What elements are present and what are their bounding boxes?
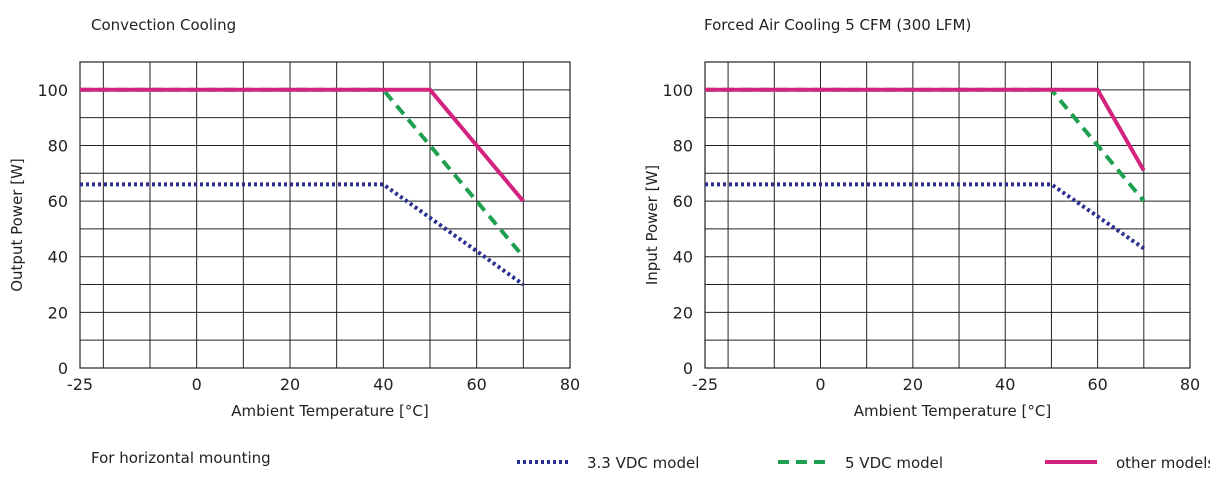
legend-label: other models bbox=[1116, 454, 1210, 472]
y-tick-label: 40 bbox=[673, 248, 693, 267]
chart-title: Forced Air Cooling 5 CFM (300 LFM) bbox=[704, 16, 971, 34]
y-tick-label: 80 bbox=[48, 136, 68, 155]
x-axis-label: Ambient Temperature [°C] bbox=[854, 402, 1051, 420]
y-tick-label: 20 bbox=[48, 303, 68, 322]
grid bbox=[705, 62, 1190, 368]
y-tick-label: 100 bbox=[37, 81, 68, 100]
x-tick-label: 40 bbox=[995, 375, 1015, 394]
y-tick-label: 80 bbox=[673, 136, 693, 155]
y-tick-label: 20 bbox=[673, 303, 693, 322]
y-tick-label: 100 bbox=[662, 81, 693, 100]
x-tick-label: 40 bbox=[373, 375, 393, 394]
series-line-other-models bbox=[705, 87, 1146, 172]
y-tick-label: 60 bbox=[673, 192, 693, 211]
grid bbox=[80, 62, 570, 368]
x-tick-label: 60 bbox=[1087, 375, 1107, 394]
y-axis-label: Output Power [W] bbox=[8, 158, 26, 292]
y-tick-label: 40 bbox=[48, 248, 68, 267]
legend-label: 3.3 VDC model bbox=[587, 454, 699, 472]
x-tick-label: -25 bbox=[67, 375, 93, 394]
plot-frame bbox=[79, 61, 571, 369]
x-tick-label: 60 bbox=[466, 375, 486, 394]
x-tick-label: 0 bbox=[192, 375, 202, 394]
x-tick-label: 20 bbox=[280, 375, 300, 394]
y-tick-label: 0 bbox=[683, 359, 693, 378]
x-tick-label: 80 bbox=[560, 375, 580, 394]
forced-air-cooling-chart: Forced Air Cooling 5 CFM (300 LFM)-25 0 20… bbox=[643, 16, 1200, 420]
x-tick-label: 20 bbox=[903, 375, 923, 394]
y-axis-label: Input Power [W] bbox=[643, 165, 661, 285]
series-line-other-models bbox=[80, 87, 525, 203]
footnote: For horizontal mounting bbox=[91, 449, 271, 467]
y-tick-label: 0 bbox=[58, 359, 68, 378]
x-axis-label: Ambient Temperature [°C] bbox=[231, 402, 428, 420]
convection-cooling-chart: Convection Cooling-25 0 20 40 60 800204060801… bbox=[8, 16, 580, 420]
legend-label: 5 VDC model bbox=[845, 454, 943, 472]
legend: 3.3 VDC model 5 VDC model other models bbox=[517, 454, 1210, 472]
y-tick-label: 60 bbox=[48, 192, 68, 211]
x-tick-label: 0 bbox=[815, 375, 825, 394]
x-tick-label: 80 bbox=[1180, 375, 1200, 394]
plot-frame bbox=[704, 61, 1191, 369]
series-line-3-3-vdc-model bbox=[80, 182, 525, 287]
x-tick-label: -25 bbox=[692, 375, 718, 394]
series-line-3-3-vdc-model bbox=[705, 182, 1145, 251]
chart-title: Convection Cooling bbox=[91, 16, 236, 34]
